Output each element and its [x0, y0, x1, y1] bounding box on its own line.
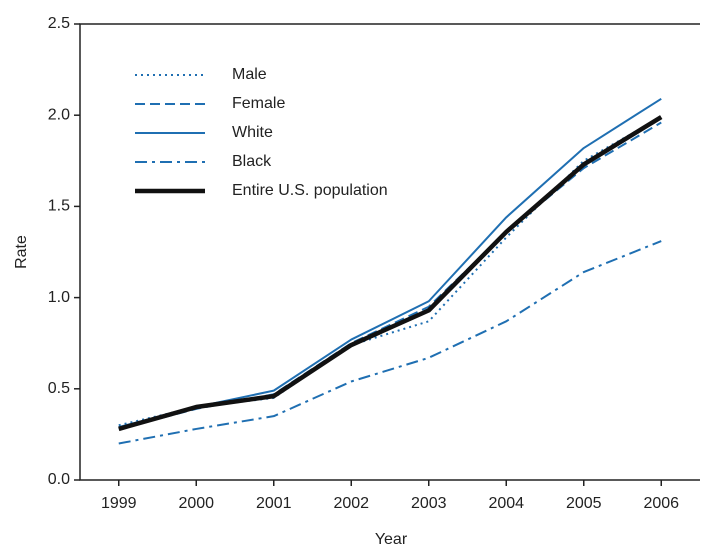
- y-axis-label: Rate: [13, 235, 30, 269]
- y-tick-label: 2.0: [48, 106, 70, 123]
- legend-label: Male: [232, 66, 267, 83]
- legend-label: Female: [232, 95, 285, 112]
- y-tick-label: 2.5: [48, 15, 70, 32]
- legend-label: Entire U.S. population: [232, 182, 388, 199]
- y-tick-label: 0.5: [48, 380, 70, 397]
- x-tick-label: 2000: [178, 495, 214, 512]
- x-tick-label: 2006: [643, 495, 679, 512]
- axis-frame: [79, 23, 700, 481]
- x-tick-label: 2004: [488, 495, 524, 512]
- x-tick-label: 1999: [101, 495, 137, 512]
- x-tick-label: 2002: [333, 495, 369, 512]
- series-line: [118, 116, 662, 427]
- series-line: [118, 97, 662, 429]
- x-axis-label: Year: [375, 531, 408, 548]
- legend-label: Black: [232, 153, 272, 170]
- x-tick-label: 2001: [256, 495, 292, 512]
- series-line: [118, 240, 662, 445]
- legend-label: White: [232, 124, 273, 141]
- y-tick-label: 1.0: [48, 289, 70, 306]
- x-tick-label: 2003: [411, 495, 447, 512]
- y-tick-label: 1.5: [48, 198, 70, 215]
- x-tick-label: 2005: [566, 495, 602, 512]
- y-tick-label: 0.0: [48, 471, 70, 488]
- series-line: [118, 115, 663, 432]
